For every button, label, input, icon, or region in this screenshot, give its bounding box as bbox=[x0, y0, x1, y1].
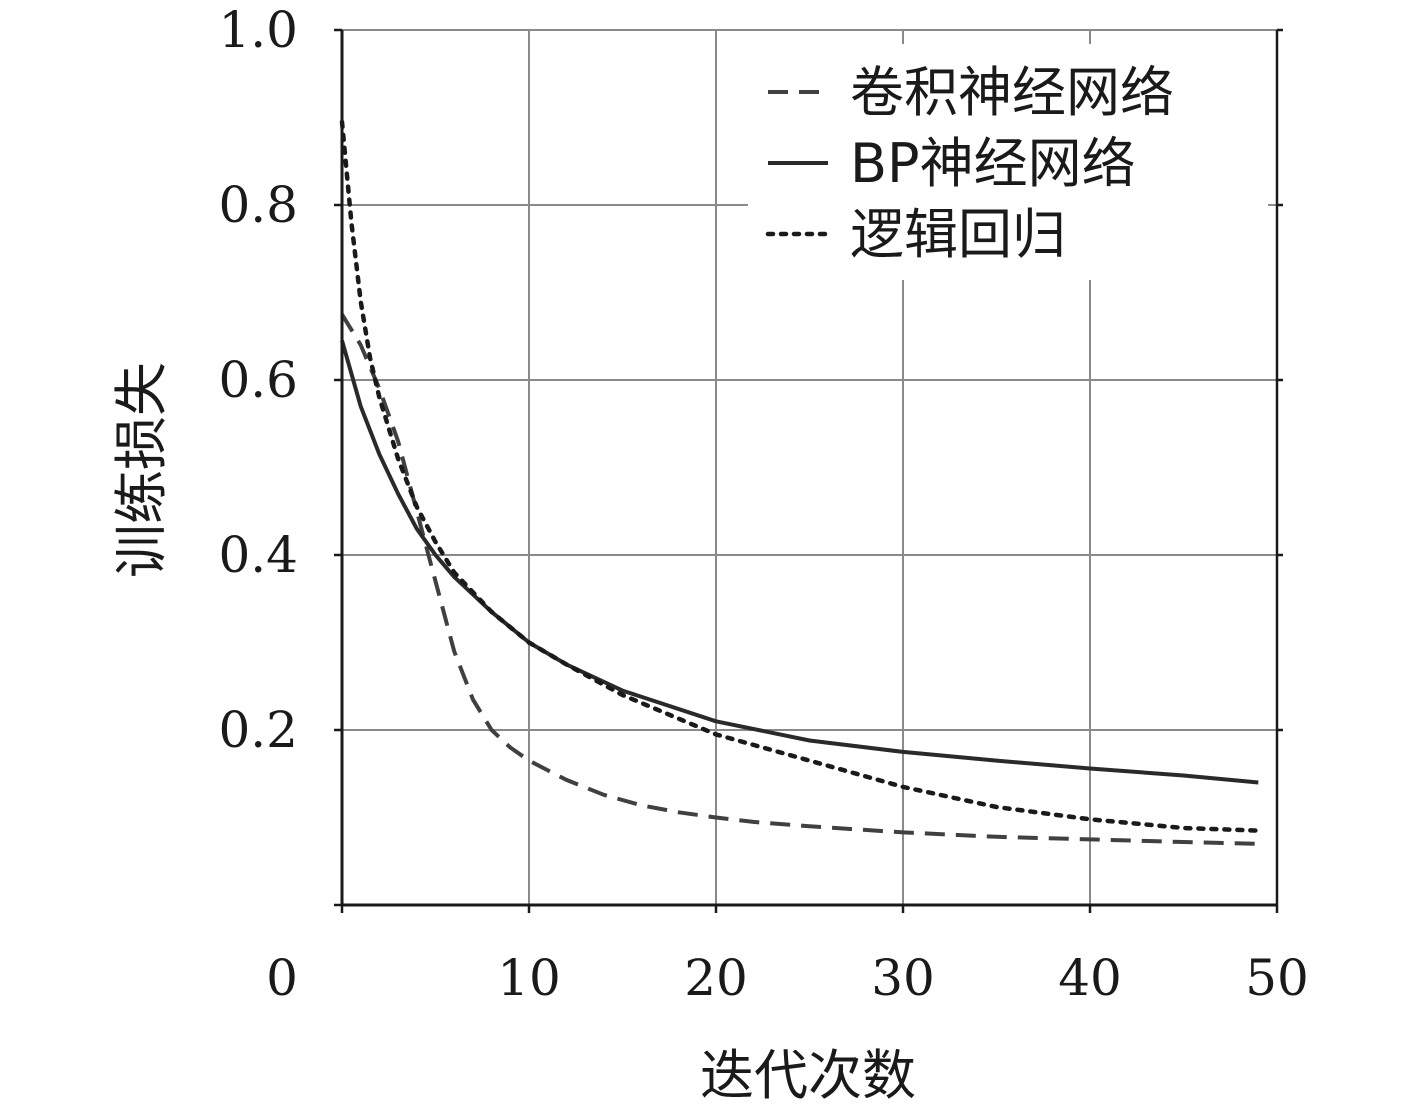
x-tick-label: 40 bbox=[1058, 949, 1122, 1007]
y-tick-label: 1.0 bbox=[218, 1, 298, 59]
x-axis-label: 迭代次数 bbox=[700, 1044, 916, 1107]
y-axis-label: 训练损失 bbox=[110, 362, 173, 578]
x-tick-label: 50 bbox=[1245, 949, 1309, 1007]
y-tick-labels: 0.2 0.4 0.6 0.8 1.0 bbox=[218, 1, 298, 759]
series-line-3 bbox=[339, 119, 1261, 833]
y-tick-label: 0.2 bbox=[218, 701, 298, 759]
legend-label-2: BP神经网络 bbox=[850, 132, 1136, 195]
x-tick-labels: 0 10 20 30 40 50 bbox=[266, 949, 1309, 1007]
y-tick-label: 0.8 bbox=[218, 176, 298, 234]
y-tick-label: 0.6 bbox=[218, 351, 298, 409]
tick-group bbox=[334, 28, 1283, 913]
legend-label-1: 卷积神经网络 bbox=[850, 61, 1174, 124]
legend-background bbox=[748, 44, 1268, 280]
series-line-2 bbox=[340, 340, 1259, 785]
x-tick-label: 0 bbox=[266, 949, 298, 1007]
series-line-1 bbox=[340, 313, 1259, 846]
y-tick-label: 0.4 bbox=[218, 526, 298, 584]
legend-label-3: 逻辑回归 bbox=[850, 203, 1066, 266]
x-tick-label: 20 bbox=[684, 949, 748, 1007]
plot-frame bbox=[340, 29, 1279, 907]
x-tick-label: 10 bbox=[497, 949, 561, 1007]
x-tick-label: 30 bbox=[871, 949, 935, 1007]
series-group bbox=[339, 119, 1261, 846]
